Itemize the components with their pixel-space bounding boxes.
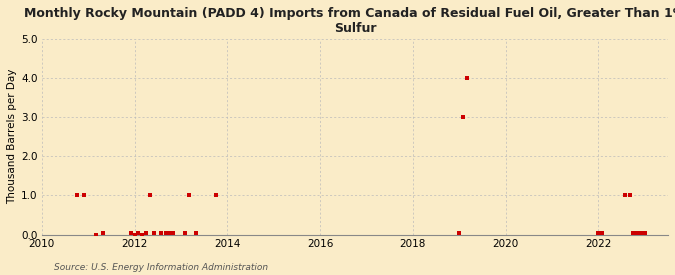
Point — [156, 230, 167, 235]
Point — [639, 230, 650, 235]
Point — [191, 230, 202, 235]
Point — [211, 193, 221, 198]
Point — [593, 230, 604, 235]
Point — [148, 230, 159, 235]
Point — [597, 230, 608, 235]
Point — [620, 193, 630, 198]
Point — [632, 230, 643, 235]
Point — [144, 193, 155, 198]
Y-axis label: Thousand Barrels per Day: Thousand Barrels per Day — [7, 69, 17, 204]
Point — [624, 193, 635, 198]
Point — [79, 193, 90, 198]
Point — [180, 230, 190, 235]
Point — [458, 115, 468, 119]
Point — [98, 230, 109, 235]
Text: Source: U.S. Energy Information Administration: Source: U.S. Energy Information Administ… — [54, 263, 268, 272]
Point — [462, 76, 472, 80]
Point — [90, 232, 101, 237]
Title: Monthly Rocky Mountain (PADD 4) Imports from Canada of Residual Fuel Oil, Greate: Monthly Rocky Mountain (PADD 4) Imports … — [24, 7, 675, 35]
Point — [160, 230, 171, 235]
Point — [126, 230, 136, 235]
Point — [133, 230, 144, 235]
Point — [137, 232, 148, 237]
Point — [141, 230, 152, 235]
Point — [628, 230, 639, 235]
Point — [71, 193, 82, 198]
Point — [167, 230, 178, 235]
Point — [636, 230, 647, 235]
Point — [164, 230, 175, 235]
Point — [184, 193, 194, 198]
Point — [454, 230, 464, 235]
Point — [129, 232, 140, 237]
